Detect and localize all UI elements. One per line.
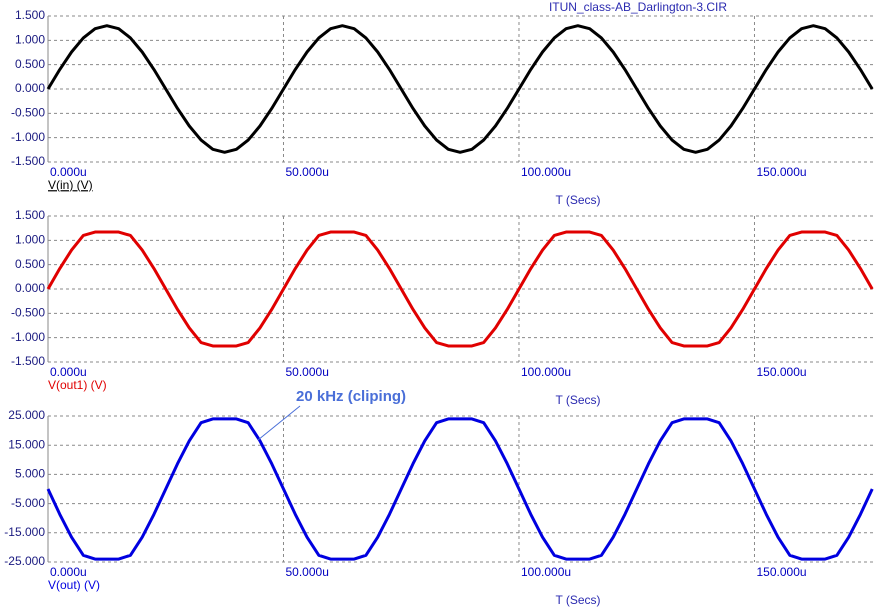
y-tick-label: 0.500 <box>15 57 45 71</box>
y-tick-label: -1.500 <box>11 354 45 368</box>
y-tick-label: 0.000 <box>15 81 45 95</box>
x-tick-label: 0.000u <box>50 565 87 579</box>
y-tick-label: -1.500 <box>11 154 45 168</box>
series-line <box>46 417 874 561</box>
y-tick-label: 1.000 <box>15 233 45 247</box>
x-tick-label: 50.000u <box>285 565 328 579</box>
x-tick-label: 50.000u <box>285 165 328 179</box>
x-tick-label: 150.000u <box>756 165 806 179</box>
y-tick-label: 5.000 <box>15 467 45 481</box>
x-axis-label: T (Secs) <box>555 393 600 407</box>
annotation-leader <box>257 405 301 441</box>
legend-label: V(out1) (V) <box>48 378 107 392</box>
x-tick-label: 0.000u <box>50 365 87 379</box>
x-tick-label: 100.000u <box>521 365 571 379</box>
y-tick-label: -0.500 <box>11 106 45 120</box>
y-tick-label: 25.000 <box>8 408 45 422</box>
y-tick-label: 1.500 <box>15 208 45 222</box>
y-tick-label: 15.000 <box>8 437 45 451</box>
y-tick-label: -25.000 <box>4 554 45 568</box>
x-axis-label: T (Secs) <box>555 593 600 607</box>
x-tick-label: 50.000u <box>285 365 328 379</box>
x-tick-label: 0.000u <box>50 165 87 179</box>
y-tick-label: -15.000 <box>4 525 45 539</box>
x-tick-label: 150.000u <box>756 365 806 379</box>
chart-title: ITUN_class-AB_Darlington-3.CIR <box>549 0 727 14</box>
x-tick-label: 100.000u <box>521 165 571 179</box>
legend-label: V(out) (V) <box>48 578 100 592</box>
y-tick-label: 0.000 <box>15 281 45 295</box>
x-tick-label: 100.000u <box>521 565 571 579</box>
y-tick-label: -1.000 <box>11 330 45 344</box>
y-tick-label: 1.500 <box>15 8 45 22</box>
y-tick-label: 1.000 <box>15 33 45 47</box>
y-tick-label: 0.500 <box>15 257 45 271</box>
series-line <box>46 24 874 154</box>
x-axis-label: T (Secs) <box>555 193 600 207</box>
annotation: 20 kHz (cliping) <box>296 388 406 405</box>
legend-label: V(in) (V) <box>48 178 93 192</box>
y-tick-label: -5.000 <box>11 496 45 510</box>
series-line <box>46 230 874 348</box>
y-tick-label: -1.000 <box>11 130 45 144</box>
x-tick-label: 150.000u <box>756 565 806 579</box>
y-tick-label: -0.500 <box>11 306 45 320</box>
